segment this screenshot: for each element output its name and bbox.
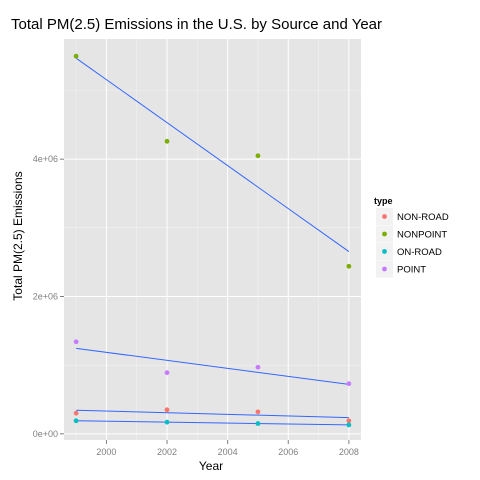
chart-title: Total PM(2.5) Emissions in the U.S. by S… [11,16,382,33]
legend-swatch [382,231,387,237]
data-point [255,364,261,370]
data-point [255,153,261,159]
data-point [346,381,352,387]
trend-line [76,347,349,385]
data-point [164,138,170,144]
x-tick-label: 2006 [278,447,298,457]
data-point [346,422,352,428]
data-point [255,421,261,426]
data-point [73,410,79,416]
legend-label: ON-ROAD [397,247,442,258]
data-point [164,419,170,425]
panel-background [64,39,361,440]
data-point [164,407,170,413]
y-axis: 0e+00 2e+06 4e+06 [33,154,64,439]
data-point [346,418,352,424]
data-point [73,418,79,424]
y-tick-label: 4e+06 [33,154,58,164]
trend-line [76,420,349,426]
y-axis-title: Total PM(2.5) Emissions [11,171,25,300]
trend-line [75,57,350,252]
legend-label: NON-ROAD [397,212,449,223]
legend-title: type [374,196,393,206]
y-tick-label: 2e+06 [33,291,58,301]
x-tick-label: 2008 [339,447,359,457]
x-tick-label: 2004 [218,447,238,457]
legend-swatch [382,214,387,219]
data-point [73,339,79,345]
x-tick-label: 2000 [96,447,116,457]
plot-panel [64,39,361,440]
data-point [255,409,261,415]
x-axis-title: Year [199,459,223,473]
trend-line [76,409,349,419]
legend: type NON-ROAD NONPOINT ON-ROAD POINT [374,196,449,278]
data-point [164,370,170,376]
data-point [73,53,79,59]
legend-label: NONPOINT [397,230,447,241]
legend-swatch [382,266,387,272]
legend-label: POINT [397,265,426,276]
y-tick-label: 0e+00 [33,429,58,439]
x-axis: 2000 2002 2004 2006 2008 [96,440,359,457]
data-point [346,263,352,269]
legend-swatch [382,249,387,254]
x-tick-label: 2002 [157,447,177,457]
